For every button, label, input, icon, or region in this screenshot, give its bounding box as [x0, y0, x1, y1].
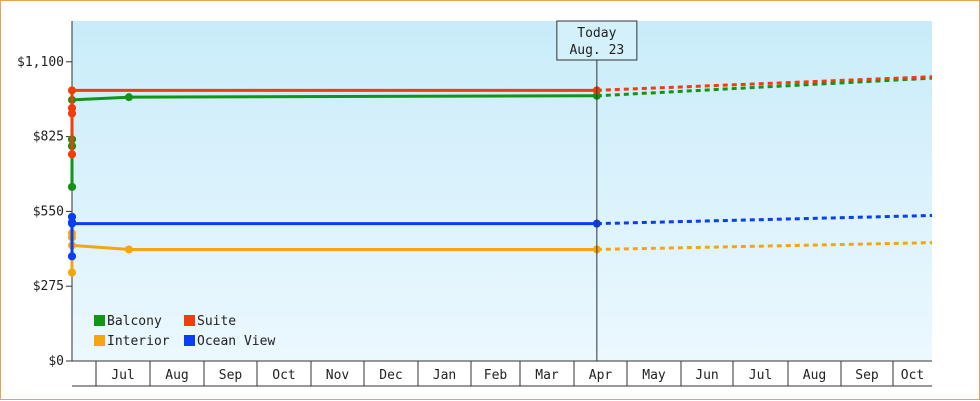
legend-swatch [94, 335, 105, 346]
x-tick-label: May [642, 368, 666, 383]
legend-swatch [94, 315, 105, 326]
data-point[interactable] [68, 104, 76, 113]
x-tick-label: Jan [433, 368, 456, 383]
data-point[interactable] [124, 93, 133, 102]
x-tick-label: Jun [695, 368, 718, 383]
x-tick-label: Aug [165, 368, 188, 383]
x-tick-label: Aug [803, 368, 826, 383]
data-point[interactable] [124, 245, 133, 254]
data-point[interactable] [68, 86, 76, 95]
series-layer [68, 75, 933, 277]
legend-label: Interior [107, 334, 170, 349]
series-projection [596, 241, 933, 251]
today-label: Today [577, 26, 616, 41]
x-tick-label: Oct [272, 368, 295, 383]
data-point[interactable] [68, 150, 76, 159]
x-axis: Jul Aug Sep Oct Nov Dec Jan Feb Mar Apr May Jun Jul A… [72, 360, 932, 387]
x-tick-label: Dec [379, 368, 402, 383]
legend: Balcony Suite Interior Ocean View [94, 314, 275, 349]
today-marker: Today Aug. 23 [556, 20, 638, 361]
series-projection [596, 75, 933, 92]
x-tick-label: Jul [749, 368, 772, 383]
x-tick-label: Nov [326, 368, 350, 383]
x-tick-label: Jul [111, 368, 134, 383]
x-tick-label: Sep [855, 368, 879, 383]
y-tick-label: $0 [48, 354, 64, 369]
y-tick-label: $1,100 [17, 55, 64, 70]
legend-swatch [184, 335, 195, 346]
today-date: Aug. 23 [569, 43, 624, 58]
y-axis: $0 $275 $550 $825 $1,100 [17, 21, 73, 369]
legend-label: Balcony [107, 314, 162, 329]
legend-label: Suite [197, 314, 236, 329]
legend-label: Ocean View [197, 334, 275, 349]
series-suite [68, 75, 933, 159]
plot-background [72, 21, 932, 361]
data-point[interactable] [68, 219, 76, 228]
series-projection [596, 213, 933, 226]
x-tick-label: Apr [589, 368, 613, 383]
data-point[interactable] [68, 268, 76, 277]
x-tick-label: Sep [219, 368, 243, 383]
series-projection [596, 76, 933, 98]
y-tick-label: $275 [33, 279, 64, 294]
y-tick-label: $550 [33, 204, 64, 219]
x-tick-label: Feb [484, 368, 508, 383]
data-point[interactable] [68, 182, 76, 191]
x-tick-label: Mar [535, 368, 559, 383]
series-ocean-view [68, 212, 933, 261]
data-point[interactable] [68, 252, 76, 261]
today-box [556, 20, 638, 61]
y-tick-label: $825 [33, 130, 64, 145]
legend-swatch [184, 315, 195, 326]
x-tick-label: Oct [901, 368, 924, 383]
